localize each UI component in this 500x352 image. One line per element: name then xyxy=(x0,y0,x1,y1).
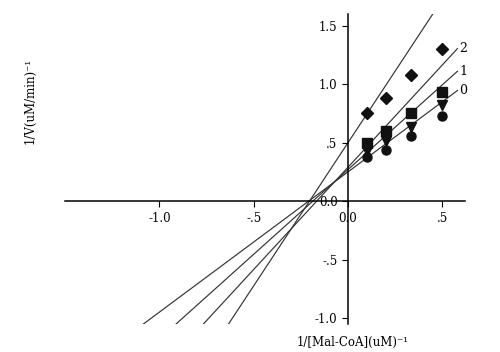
Text: 2: 2 xyxy=(460,42,467,55)
Y-axis label: 1/V(uM/min)⁻¹: 1/V(uM/min)⁻¹ xyxy=(24,58,37,144)
X-axis label: 1/[Mal-CoA](uM)⁻¹: 1/[Mal-CoA](uM)⁻¹ xyxy=(297,336,409,349)
Text: 0: 0 xyxy=(460,84,468,97)
Text: 1: 1 xyxy=(460,65,468,78)
